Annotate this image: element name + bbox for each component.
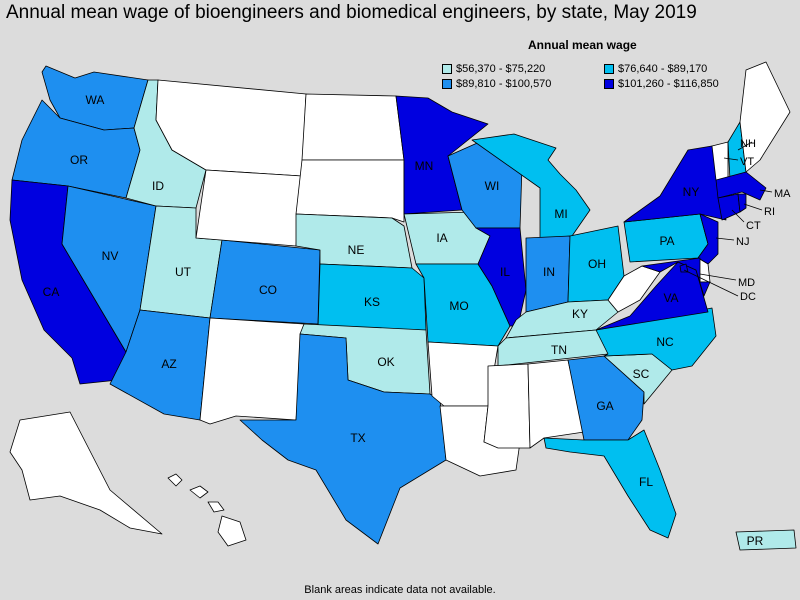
state-NC[interactable] xyxy=(595,307,717,371)
callout-line-CT xyxy=(731,209,745,223)
label-IL: IL xyxy=(500,265,510,279)
callout-line-MD xyxy=(699,273,737,281)
state-AR[interactable] xyxy=(427,341,499,407)
label-AZ: AZ xyxy=(161,357,176,371)
label-MA: MA xyxy=(774,188,791,200)
label-OR: OR xyxy=(70,153,88,167)
legend-swatch-tier4 xyxy=(604,79,614,89)
legend-label-tier1: $56,370 - $75,220 xyxy=(456,63,546,75)
state-WY[interactable] xyxy=(195,169,303,247)
legend-item-tier4: $101,260 - $116,850 xyxy=(604,78,719,90)
state-HI[interactable] xyxy=(167,473,247,547)
label-FL: FL xyxy=(639,475,653,489)
legend-item-tier1: $56,370 - $75,220 xyxy=(442,63,545,75)
label-IA: IA xyxy=(436,231,447,245)
label-VA: VA xyxy=(663,291,678,305)
label-UT: UT xyxy=(175,265,192,279)
state-SD[interactable] xyxy=(295,159,405,223)
label-SC: SC xyxy=(633,367,650,381)
label-KS: KS xyxy=(364,295,380,309)
label-NJ: NJ xyxy=(736,236,749,248)
label-MO: MO xyxy=(449,299,468,313)
state-NM[interactable] xyxy=(199,317,305,425)
label-DC: DC xyxy=(740,291,756,303)
label-NC: NC xyxy=(656,335,674,349)
label-PA: PA xyxy=(659,234,674,248)
callout-line-NH xyxy=(737,141,753,151)
legend-item-tier3: $89,810 - $100,570 xyxy=(442,78,551,90)
label-CO: CO xyxy=(259,283,277,297)
label-GA: GA xyxy=(596,399,613,413)
state-AK[interactable] xyxy=(9,411,163,535)
legend-swatch-tier2 xyxy=(604,64,614,74)
label-TX: TX xyxy=(350,431,365,445)
label-KY: KY xyxy=(572,307,588,321)
label-RI: RI xyxy=(764,206,775,218)
label-PR: PR xyxy=(747,534,764,548)
label-ID: ID xyxy=(152,179,164,193)
state-FL[interactable] xyxy=(543,429,677,539)
label-NH: NH xyxy=(740,138,756,150)
label-NE: NE xyxy=(348,243,365,257)
map-title: Annual mean wage of bioengineers and bio… xyxy=(6,2,697,23)
label-NY: NY xyxy=(683,185,700,199)
label-OK: OK xyxy=(377,355,394,369)
label-CA: CA xyxy=(43,285,60,299)
legend-title: Annual mean wage xyxy=(528,38,637,52)
state-NY[interactable] xyxy=(623,145,727,223)
state-MD[interactable] xyxy=(641,257,711,297)
label-NV: NV xyxy=(102,249,119,263)
label-MD: MD xyxy=(738,277,755,289)
state-MS[interactable] xyxy=(483,363,531,449)
label-MN: MN xyxy=(415,159,434,173)
state-ND[interactable] xyxy=(301,93,405,161)
state-TX[interactable] xyxy=(239,333,447,545)
label-WA: WA xyxy=(86,93,105,107)
state-RI[interactable] xyxy=(737,193,747,213)
state-CT[interactable] xyxy=(717,193,741,221)
label-TN: TN xyxy=(551,343,567,357)
label-OH: OH xyxy=(588,257,606,271)
state-CO[interactable] xyxy=(209,239,321,325)
label-VT: VT xyxy=(740,156,754,168)
legend-item-tier2: $76,640 - $89,170 xyxy=(604,63,707,75)
state-MI[interactable] xyxy=(471,133,591,239)
state-AL[interactable] xyxy=(527,359,585,449)
legend-swatch-tier1 xyxy=(442,64,452,74)
label-MI: MI xyxy=(554,207,567,221)
callout-line-RI xyxy=(743,203,763,211)
legend-label-tier4: $101,260 - $116,850 xyxy=(618,78,719,90)
state-KS[interactable] xyxy=(317,263,427,331)
legend-label-tier2: $76,640 - $89,170 xyxy=(618,63,708,75)
label-IN: IN xyxy=(543,265,555,279)
legend-label-tier3: $89,810 - $100,570 xyxy=(456,78,552,90)
label-WI: WI xyxy=(485,179,500,193)
state-IL[interactable] xyxy=(475,227,527,327)
callout-line-NJ xyxy=(715,237,735,241)
callout-line-DC xyxy=(683,269,739,297)
callout-line-VT xyxy=(723,157,739,161)
footnote: Blank areas indicate data not available. xyxy=(304,584,496,596)
callout-line-MA xyxy=(759,189,773,193)
legend-swatch-tier3 xyxy=(442,79,452,89)
state-PR[interactable] xyxy=(735,529,797,551)
label-CT: CT xyxy=(746,220,761,232)
